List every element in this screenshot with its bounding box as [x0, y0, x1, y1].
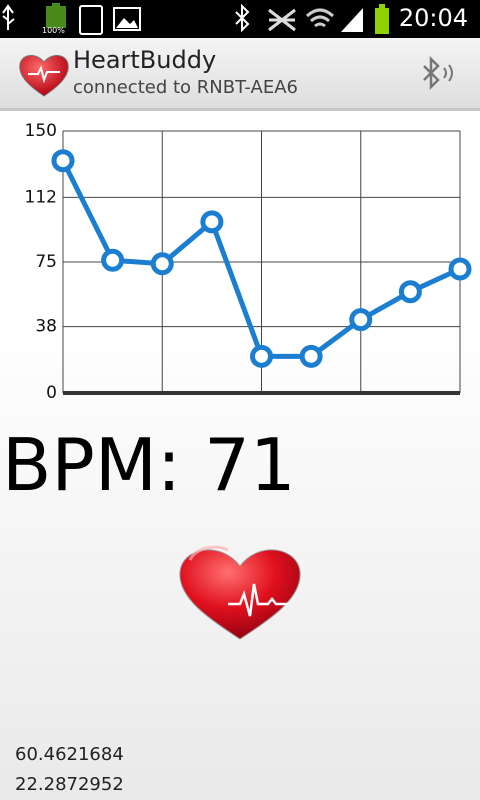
- app-bar: HeartBuddy connected to RNBT-AEA6: [0, 38, 480, 111]
- data-point: [349, 308, 373, 332]
- y-tick-label: 150: [25, 121, 57, 141]
- longitude: 22.2872952: [15, 774, 124, 795]
- status-icons-right: [268, 4, 389, 34]
- app-title: HeartBuddy: [73, 46, 217, 74]
- data-point: [299, 344, 323, 368]
- status-icons: [2, 3, 250, 35]
- battery-label: 100%: [42, 26, 65, 35]
- app-subtitle: connected to RNBT-AEA6: [73, 77, 298, 98]
- latitude: 60.4621684: [15, 744, 124, 765]
- y-tick-label: 112: [25, 187, 57, 207]
- bluetooth-button[interactable]: [416, 56, 456, 96]
- status-bar: 100% 20:04: [0, 0, 480, 38]
- data-point: [448, 257, 472, 281]
- heart-image: [179, 545, 301, 640]
- bpm-readout: BPM: 71: [2, 423, 296, 507]
- data-point: [51, 149, 75, 173]
- clock: 20:04: [398, 4, 468, 32]
- data-point: [101, 248, 125, 272]
- y-tick-label: 38: [35, 317, 57, 337]
- data-point: [250, 344, 273, 368]
- data-point: [200, 210, 224, 234]
- data-point: [150, 252, 174, 276]
- y-tick-label: 75: [35, 252, 57, 272]
- data-point: [398, 280, 422, 304]
- app-icon: [19, 55, 69, 97]
- y-tick-label: 0: [46, 383, 57, 403]
- chart: 0 38 75 112 150: [25, 121, 472, 403]
